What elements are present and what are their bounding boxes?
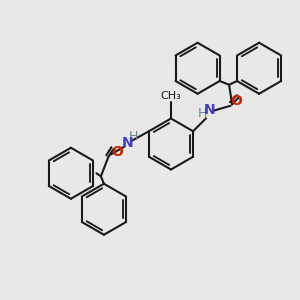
Text: H: H [129,130,138,143]
Text: H: H [197,107,207,120]
Text: O: O [112,145,123,159]
Text: CH₃: CH₃ [160,91,182,100]
Text: N: N [204,103,215,117]
Text: N: N [122,136,134,150]
Text: O: O [231,94,242,108]
